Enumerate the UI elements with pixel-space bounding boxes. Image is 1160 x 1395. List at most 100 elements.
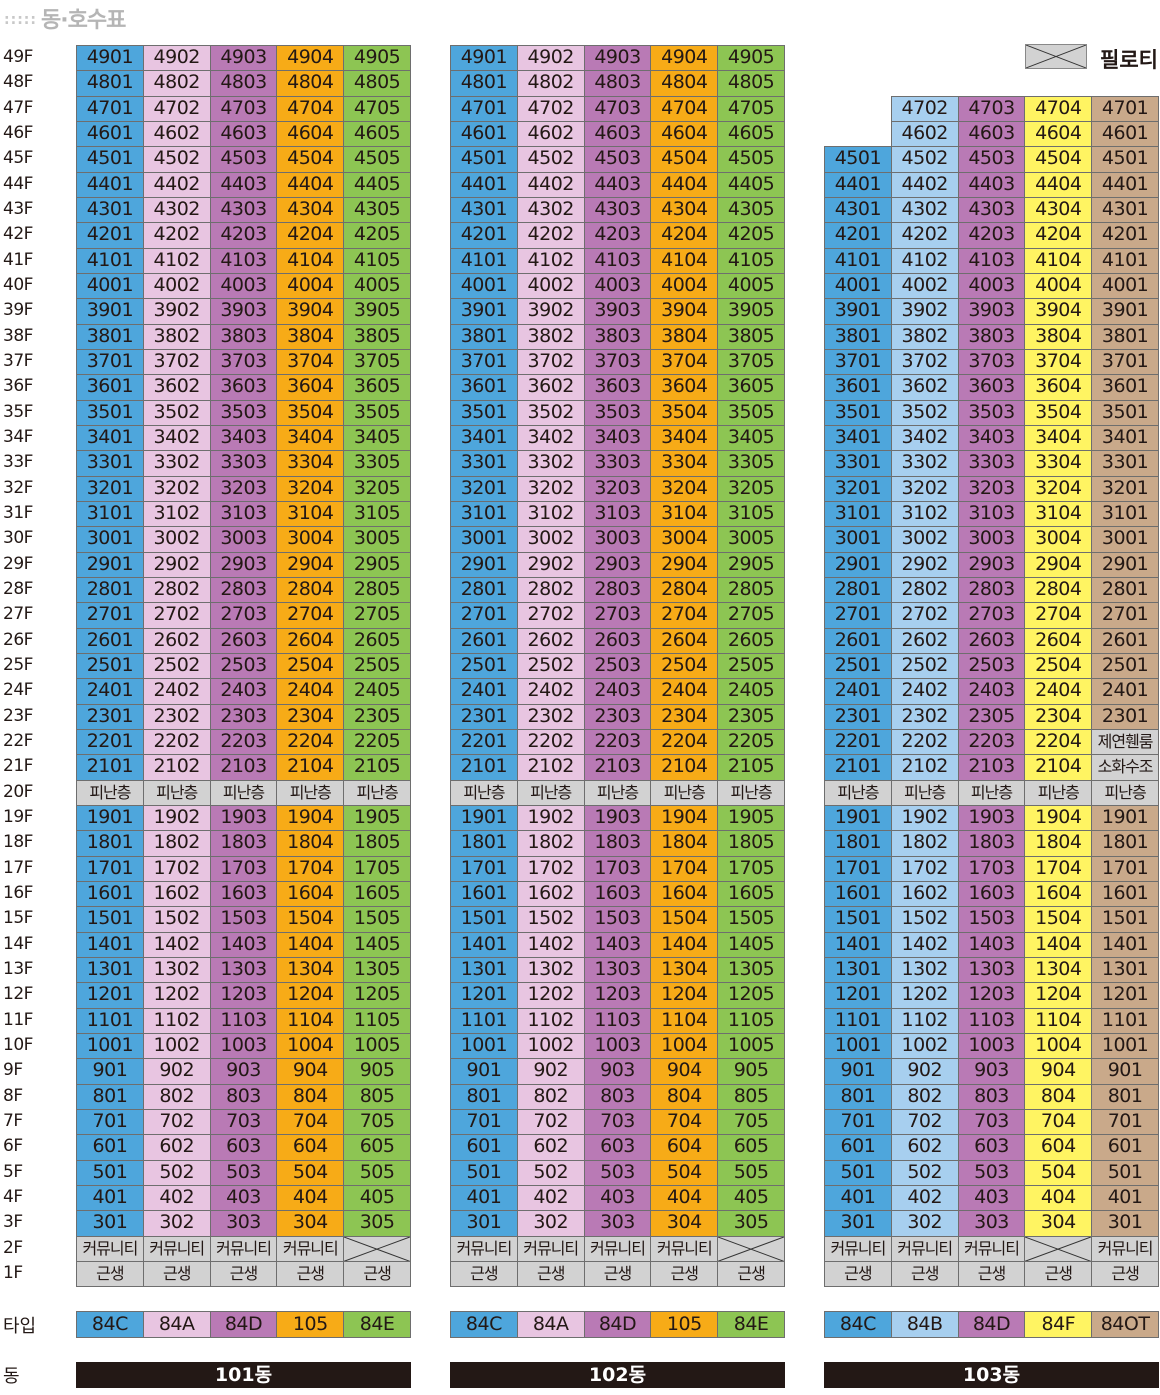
unit-cell: 3004 [276,526,345,553]
facility-cell: 피난층 [276,779,345,806]
unit-cell: 3404 [1024,424,1093,452]
unit-cell: 3901 [76,298,144,325]
unit-cell: 1601 [1091,880,1159,908]
unit-cell: 2104 [1024,754,1093,781]
facility-cell: 피난층 [957,779,1026,806]
unit-cell: 1505 [717,906,785,933]
unit-cell: 4103 [957,247,1026,274]
unit-cell: 1901 [450,804,518,832]
unit-cell: 1201 [76,982,144,1009]
unit-cell: 3605 [717,374,785,401]
unit-cell: 403 [209,1184,278,1212]
unit-cell: 2904 [276,551,345,578]
unit-cell: 3101 [450,500,518,528]
unit-cell: 4304 [650,196,719,224]
unit-cell: 2902 [516,551,585,578]
unit-cell: 1404 [1024,931,1093,958]
unit-cell: 804 [276,1083,345,1110]
unit-cell: 1203 [583,982,652,1009]
unit-cell: 3705 [343,348,411,376]
unit-cell: 2902 [142,551,211,578]
unit-cell: 1202 [142,982,211,1009]
unit-cell: 703 [209,1108,278,1136]
unit-cell: 901 [1091,1058,1159,1085]
piloti-legend-label: 필로티 [1100,48,1158,72]
unit-cell: 3303 [209,450,278,477]
unit-cell: 1101 [76,1007,144,1034]
unit-cell: 4401 [450,171,518,198]
facility-cell: 피난층 [516,779,585,806]
unit-cell: 2803 [583,576,652,604]
unit-cell: 4105 [717,247,785,274]
unit-cell: 905 [717,1058,785,1085]
unit-cell: 2505 [717,652,785,680]
unit-cell: 1405 [717,931,785,958]
unit-cell: 3701 [824,348,892,376]
unit-cell: 4805 [343,70,411,97]
unit-cell: 2601 [1091,627,1159,654]
unit-cell: 4205 [717,222,785,249]
unit-cell: 3805 [717,323,785,350]
unit-cell: 2204 [650,728,719,756]
unit-cell: 3603 [583,374,652,401]
unit-cell: 4404 [650,171,719,198]
unit-cell: 1102 [516,1007,585,1034]
unit-cell: 4604 [1024,120,1093,148]
unit-cell: 303 [957,1210,1026,1237]
unit-cell: 4202 [516,222,585,249]
unit-cell: 4303 [957,196,1026,224]
unit-cell: 1304 [650,956,719,984]
unit-cell: 2405 [343,678,411,705]
unit-cell: 1305 [717,956,785,984]
unit-cell: 2901 [450,551,518,578]
floor-label: 36F [3,376,33,397]
unit-cell: 4802 [142,70,211,97]
unit-cell: 2803 [209,576,278,604]
unit-cell: 4603 [209,120,278,148]
unit-cell: 4503 [583,146,652,173]
unit-cell: 2604 [1024,627,1093,654]
unit-cell: 2203 [957,728,1026,756]
piloti-cross-icon [1026,45,1086,68]
unit-cell: 1503 [957,906,1026,933]
unit-cell: 3403 [583,424,652,452]
unit-cell: 403 [957,1184,1026,1212]
unit-cell: 2701 [824,602,892,629]
unit-cell: 3505 [717,399,785,426]
unit-cell: 2505 [343,652,411,680]
unit-cell: 3703 [583,348,652,376]
facility-cell: 커뮤니티 [209,1235,278,1262]
floor-label: 38F [3,325,33,346]
unit-cell: 3304 [276,450,345,477]
unit-cell: 4103 [209,247,278,274]
unit-cell: 4301 [824,196,892,224]
unit-cell: 1703 [209,855,278,882]
unit-cell: 3104 [1024,500,1093,528]
unit-cell: 504 [650,1159,719,1186]
unit-cell: 4905 [343,45,411,72]
unit-cell: 2701 [450,602,518,629]
unit-cell: 3704 [1024,348,1093,376]
unit-cell: 4101 [76,247,144,274]
unit-cell: 4005 [717,272,785,300]
unit-cell: 1701 [450,855,518,882]
facility-cell: 근생 [650,1260,719,1288]
unit-cell: 4602 [142,120,211,148]
unit-cell: 3701 [450,348,518,376]
unit-cell: 4303 [209,196,278,224]
unit-cell: 3703 [209,348,278,376]
unit-cell: 2101 [450,754,518,781]
unit-type-cell: 105 [276,1311,345,1338]
facility-cell: 커뮤니티 [1091,1235,1159,1262]
unit-cell: 802 [142,1083,211,1110]
unit-cell: 803 [583,1083,652,1110]
unit-cell: 1501 [76,906,144,933]
unit-cell: 4203 [583,222,652,249]
unit-cell: 4201 [824,222,892,249]
unit-cell: 901 [824,1058,892,1085]
unit-cell: 3801 [824,323,892,350]
unit-cell: 503 [957,1159,1026,1186]
unit-cell: 3803 [209,323,278,350]
unit-cell: 4303 [583,196,652,224]
unit-cell: 2802 [516,576,585,604]
